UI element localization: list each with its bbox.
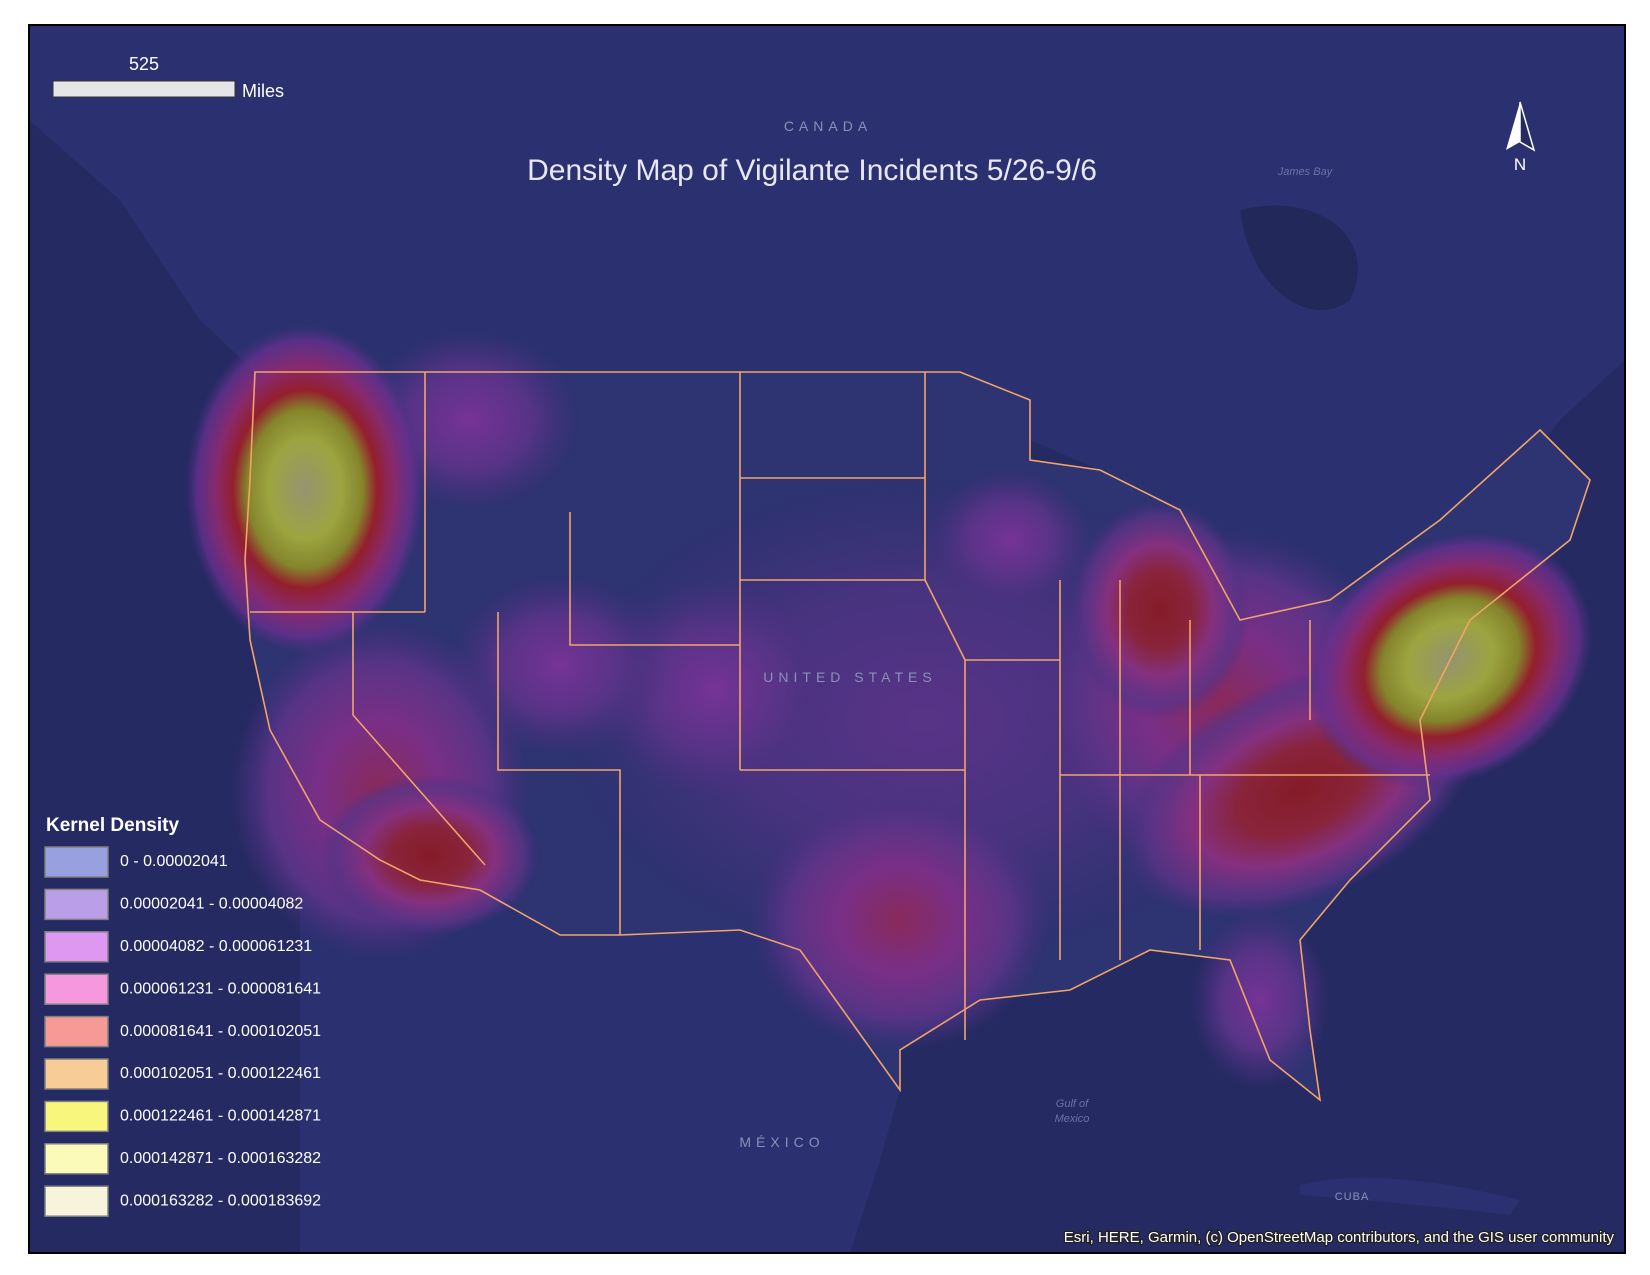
country-border <box>244 371 1591 1102</box>
legend-label: 0.000061231 - 0.000081641 <box>120 980 321 997</box>
land-mexico <box>300 860 900 1253</box>
legend-swatch <box>44 931 109 963</box>
legend-title: Kernel Density <box>46 815 179 836</box>
legend-label: 0.000163282 - 0.000183692 <box>120 1192 321 1209</box>
place-label: UNITED STATES <box>763 669 936 685</box>
legend-label: 0.000102051 - 0.000122461 <box>120 1065 321 1082</box>
state-boundaries <box>244 371 1591 1102</box>
legend-label: 0.00004082 - 0.000061231 <box>120 938 312 955</box>
legend-label: 0 - 0.00002041 <box>120 853 228 870</box>
density-blob <box>930 470 1090 610</box>
north-arrow <box>1506 102 1520 150</box>
north-label: N <box>1514 155 1526 174</box>
legend-label: 0.000081641 - 0.000102051 <box>120 1023 321 1040</box>
legend-swatch <box>44 1100 109 1133</box>
legend-swatch <box>44 888 109 921</box>
water-label: Gulf of <box>1056 1098 1089 1110</box>
map-title: Density Map of Vigilante Incidents 5/26-… <box>527 154 1097 187</box>
density-blob <box>1070 500 1250 720</box>
density-blob <box>185 324 425 654</box>
place-label: CUBA <box>1335 1191 1370 1203</box>
state-line <box>250 372 1430 1040</box>
density-surface <box>185 324 1594 1090</box>
scale-unit: Miles <box>242 81 284 101</box>
legend-label: 0.000122461 - 0.000142871 <box>120 1108 321 1125</box>
legend-swatch <box>44 1015 109 1048</box>
legend-label: 0.00002041 - 0.00004082 <box>120 896 303 913</box>
map-body <box>29 25 1625 1253</box>
density-blob <box>750 790 1050 1050</box>
density-blob <box>320 775 540 935</box>
legend-label: 0.000142871 - 0.000163282 <box>120 1150 321 1167</box>
water-label: James Bay <box>1277 166 1334 178</box>
james-bay <box>1240 205 1358 310</box>
density-blob <box>1190 910 1330 1090</box>
legend-swatch <box>44 973 109 1005</box>
legend: Kernel Density 0 - 0.00002041 0.00002041 … <box>44 815 321 1217</box>
land-cuba <box>1300 1177 1520 1215</box>
land-canada <box>29 25 1625 620</box>
attribution: Esri, HERE, Garmin, (c) OpenStreetMap co… <box>1064 1229 1615 1246</box>
water-label: Mexico <box>1055 1113 1090 1125</box>
scale-bar <box>52 80 236 98</box>
place-label: CANADA <box>784 118 872 134</box>
north-arrow <box>1519 101 1536 152</box>
map-frame <box>28 24 1626 1254</box>
legend-swatch <box>44 846 109 878</box>
place-label: MÉXICO <box>739 1134 824 1150</box>
scale-label: 525 <box>129 54 159 74</box>
legend-swatch <box>44 1185 109 1217</box>
legend-swatch <box>44 1143 109 1175</box>
legend-swatch <box>44 1058 109 1090</box>
